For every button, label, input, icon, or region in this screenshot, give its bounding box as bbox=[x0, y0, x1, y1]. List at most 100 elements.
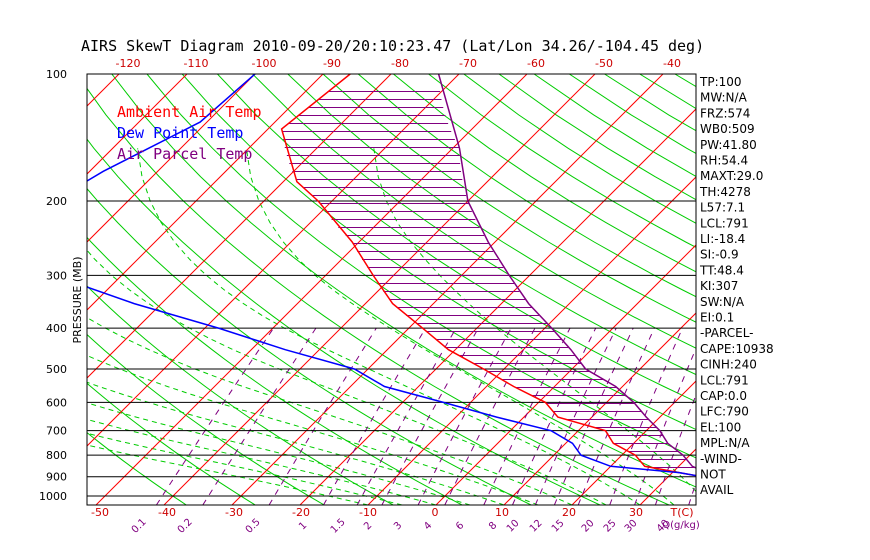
pressure-tick-label: 100 bbox=[46, 68, 67, 81]
index-entry: SI:-0.9 bbox=[700, 248, 739, 262]
dry-adiabat bbox=[87, 382, 256, 505]
index-entry: LFC:790 bbox=[700, 405, 749, 419]
mixing-ratio-tick-label: 10 bbox=[505, 518, 522, 535]
mixing-ratio-line bbox=[534, 327, 617, 505]
mixing-ratio-tick-label: 25 bbox=[602, 518, 619, 535]
mixing-ratio-tick-label: 2 bbox=[362, 520, 374, 532]
bottom-temp-tick-label: -30 bbox=[225, 506, 243, 519]
isotherm bbox=[776, 74, 870, 505]
mixing-ratio-tick-label: 6 bbox=[454, 520, 466, 532]
isotherm bbox=[87, 74, 460, 447]
bottom-temp-tick-label: -40 bbox=[158, 506, 176, 519]
index-entry: TP:100 bbox=[699, 75, 742, 89]
index-entry: CAP:0.0 bbox=[700, 389, 747, 403]
pressure-tick-label: 900 bbox=[46, 471, 67, 484]
dry-adiabat bbox=[181, 74, 696, 431]
mixing-ratio-line bbox=[609, 327, 683, 505]
top-temp-tick-label: -120 bbox=[116, 57, 141, 70]
pressure-tick-label: 800 bbox=[46, 449, 67, 462]
bottom-temp-tick-label: -20 bbox=[292, 506, 310, 519]
profile-parcel bbox=[437, 74, 696, 469]
dry-adiabat bbox=[287, 74, 696, 349]
index-entry: TT:48.4 bbox=[699, 263, 744, 277]
legend: Ambient Air Temp Dew Point Temp Air Parcel… bbox=[117, 103, 262, 163]
isotherm bbox=[87, 74, 256, 243]
dry-adiabat bbox=[357, 74, 696, 298]
grid-lines bbox=[0, 74, 870, 505]
dry-adiabat bbox=[87, 431, 187, 505]
pressure-tick-label: 500 bbox=[46, 363, 67, 376]
mixing-ratio-tick-label: 0.5 bbox=[244, 517, 263, 536]
bottom-temp-tick-label: 30 bbox=[629, 506, 643, 519]
top-temp-tick-label: -40 bbox=[663, 57, 681, 70]
pressure-tick-label: 1000 bbox=[39, 490, 67, 503]
dry-adiabat bbox=[252, 74, 696, 376]
dry-adiabat bbox=[87, 333, 325, 505]
mixing-ratio-tick-label: 8 bbox=[487, 520, 499, 532]
index-entry: SW:N/A bbox=[700, 295, 745, 309]
legend-entry: Air Parcel Temp bbox=[117, 145, 252, 163]
index-entry: PW:41.80 bbox=[700, 138, 757, 152]
mixing-ratio-line bbox=[654, 393, 696, 505]
mixing-ratio-tick-label: 0.2 bbox=[176, 517, 195, 536]
dry-adiabat bbox=[217, 74, 696, 403]
top-temp-tick-label: -50 bbox=[595, 57, 613, 70]
mixing-ratio-tick-label: 12 bbox=[528, 518, 545, 535]
profile-ambient bbox=[280, 74, 696, 477]
dry-adiabat bbox=[87, 285, 394, 505]
index-entry: TH:4278 bbox=[699, 185, 751, 199]
pressure-tick-label: 700 bbox=[46, 425, 67, 438]
legend-entry: Ambient Air Temp bbox=[117, 103, 262, 121]
index-entry: LI:-18.4 bbox=[700, 232, 745, 246]
mixing-ratio-unit: Q(g/kg) bbox=[662, 520, 700, 531]
isotherm bbox=[299, 108, 696, 505]
mixing-ratio-tick-label: 4 bbox=[422, 520, 434, 532]
dry-adiabat bbox=[322, 74, 696, 323]
isotherm bbox=[95, 74, 528, 505]
index-entry: EL:100 bbox=[700, 420, 741, 434]
mixing-ratio-tick-label: 3 bbox=[392, 520, 404, 532]
chart-title: AIRS SkewT Diagram 2010-09-20/20:10:23.4… bbox=[81, 37, 704, 55]
pressure-tick-label: 200 bbox=[46, 195, 67, 208]
bottom-temp-tick-label: 0 bbox=[432, 506, 439, 519]
isotherm bbox=[163, 74, 596, 505]
isotherm bbox=[231, 74, 664, 505]
mixing-ratio-tick-label: 30 bbox=[623, 518, 640, 535]
dry-adiabat bbox=[393, 74, 696, 273]
isotherm bbox=[87, 74, 188, 175]
y-axis-label: PRESSURE (MB) bbox=[71, 257, 84, 344]
bottom-temp-tick-label: -10 bbox=[359, 506, 377, 519]
top-temp-tick-label: -100 bbox=[252, 57, 277, 70]
mixing-ratio-line bbox=[356, 327, 457, 505]
index-entry: KI:307 bbox=[700, 279, 738, 293]
index-entry: MPL:N/A bbox=[700, 436, 750, 450]
cape-shading bbox=[281, 90, 695, 468]
mixing-ratio-line bbox=[155, 327, 275, 505]
dry-adiabat bbox=[87, 138, 601, 505]
plot-frame bbox=[86, 73, 697, 506]
mixing-ratio-tick-label: 1.5 bbox=[329, 517, 348, 536]
isotherm bbox=[367, 176, 696, 505]
index-entry: CAPE:10938 bbox=[700, 342, 774, 356]
index-entry: L57:7.1 bbox=[700, 201, 745, 215]
index-entry: MAXT:29.0 bbox=[700, 169, 763, 183]
mixing-ratio-tick-label: 20 bbox=[580, 518, 597, 535]
index-entry: RH:54.4 bbox=[700, 154, 748, 168]
index-entry: LCL:791 bbox=[700, 373, 749, 387]
top-temp-tick-label: -110 bbox=[184, 57, 209, 70]
isotherm bbox=[571, 380, 696, 505]
index-entry: CINH:240 bbox=[700, 358, 757, 372]
mixing-ratio-tick-label: 1 bbox=[297, 520, 309, 532]
top-temp-tick-label: -80 bbox=[391, 57, 409, 70]
isotherm bbox=[87, 74, 324, 311]
bottom-temp-tick-label: 10 bbox=[495, 506, 509, 519]
mixing-ratio-line bbox=[577, 327, 655, 505]
index-entry: FRZ:574 bbox=[700, 106, 750, 120]
isotherm bbox=[503, 312, 696, 505]
isotherm bbox=[87, 74, 392, 379]
isotherm bbox=[0, 74, 51, 505]
legend-entry: Dew Point Temp bbox=[117, 124, 243, 142]
